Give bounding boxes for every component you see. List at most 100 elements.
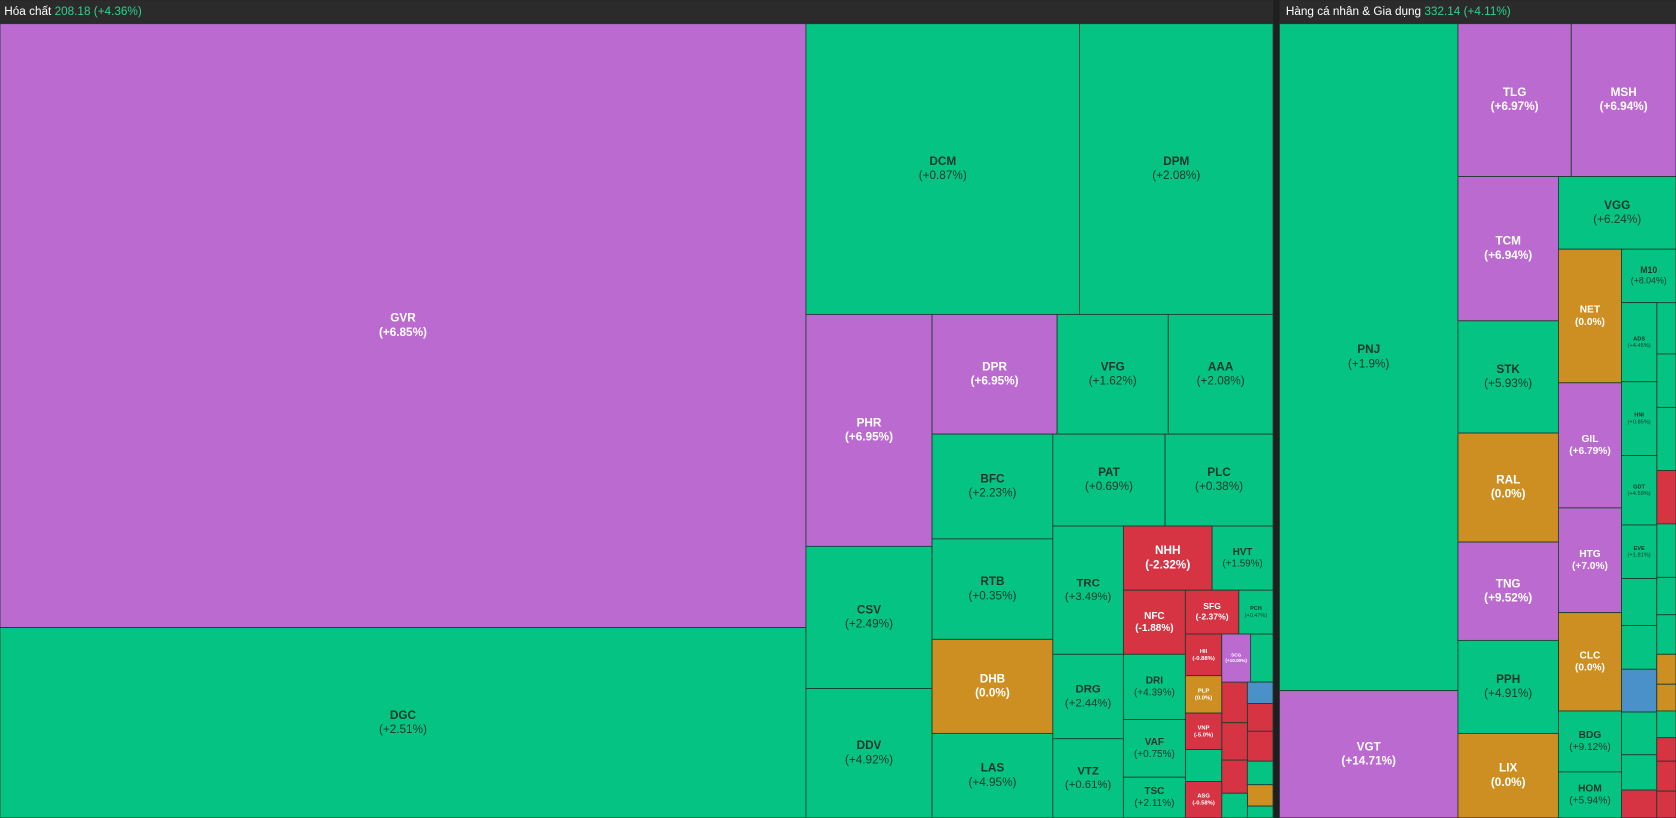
tile — [0, 23, 807, 629]
tile — [1052, 433, 1166, 527]
tile — [1621, 248, 1676, 304]
tile-ticker: LIX — [1499, 762, 1517, 775]
tile-change: (+6.94%) — [1484, 249, 1532, 262]
tile — [1167, 313, 1274, 435]
tile-ticker: VAF — [1145, 737, 1164, 748]
tile-ticker: STK — [1496, 363, 1520, 376]
tile-ticker: HOM — [1578, 783, 1602, 794]
tile — [1656, 614, 1676, 655]
tile-ticker: HTG — [1579, 549, 1601, 560]
tile-ticker: VGT — [1357, 740, 1382, 753]
tile-change: (+4.92%) — [845, 753, 893, 766]
tile — [1246, 681, 1274, 704]
tile-change: (-0.58%) — [1192, 801, 1215, 807]
tile-ticker: SFG — [1203, 601, 1221, 611]
tile — [1122, 719, 1186, 778]
tile — [1246, 703, 1274, 732]
panel-name: Hàng cá nhân & Gia dụng — [1286, 5, 1421, 18]
tile — [1122, 776, 1186, 818]
tile-change: (+7.0%) — [1572, 561, 1608, 572]
tile-change: (+4.95%) — [968, 776, 1016, 789]
tile — [1184, 633, 1223, 677]
tile — [1457, 320, 1559, 434]
tile — [1557, 382, 1622, 509]
tile — [1122, 653, 1186, 720]
tile-change: (+2.51%) — [379, 723, 427, 736]
panel-change: (+4.36%) — [94, 5, 142, 18]
tile-change: (+9.52%) — [1484, 591, 1532, 604]
tile — [1457, 639, 1559, 734]
tile-change: (+0.61%) — [1065, 779, 1112, 791]
tile — [1457, 176, 1559, 322]
tile-ticker: M10 — [1640, 265, 1657, 275]
tile — [931, 538, 1054, 640]
tile-ticker: GIL — [1581, 434, 1598, 445]
tile — [1246, 730, 1274, 762]
tile — [805, 23, 1080, 315]
tile — [1457, 732, 1559, 818]
tile-ticker: DRG — [1075, 684, 1100, 696]
tile-change: (0.0%) — [1575, 663, 1605, 674]
tile — [1621, 455, 1658, 526]
tile-change: (+0.47%) — [1245, 613, 1268, 619]
tile-ticker: DPM — [1163, 155, 1189, 168]
tile — [805, 545, 933, 689]
tile — [931, 433, 1054, 540]
tile-change: (+2.11%) — [1134, 798, 1174, 809]
tile-ticker: NFC — [1144, 611, 1165, 622]
tile — [1211, 525, 1274, 591]
tile-change: (0.0%) — [1491, 776, 1526, 789]
tile-ticker: SCG — [1231, 652, 1241, 657]
tile — [1079, 23, 1274, 315]
tile-ticker: VFG — [1101, 360, 1125, 373]
tile-change: (+14.71%) — [1341, 754, 1396, 767]
panel-change: (+4.11%) — [1464, 5, 1511, 18]
tile-change: (+6.85%) — [379, 326, 427, 339]
tile-ticker: GDT — [1633, 484, 1646, 490]
tile-change: (+6.79%) — [1569, 446, 1611, 457]
tile-ticker: NET — [1580, 305, 1601, 316]
panel-index: 208.18 — [55, 5, 91, 18]
tile — [1238, 589, 1274, 635]
tile-change: (+5.94%) — [1569, 796, 1611, 807]
tile-ticker: PNJ — [1357, 343, 1380, 356]
panel-index: 332.14 — [1424, 5, 1460, 18]
tile — [1656, 653, 1676, 685]
tile — [1656, 302, 1676, 355]
tile-ticker: CLC — [1580, 650, 1602, 661]
tile — [931, 732, 1054, 818]
tile — [1052, 738, 1124, 818]
tile — [1621, 625, 1658, 670]
panel-name: Hóa chất — [4, 5, 52, 18]
tile — [1656, 760, 1676, 792]
tile-ticker: RTB — [980, 575, 1004, 588]
tile — [1246, 760, 1274, 786]
tile — [1557, 771, 1622, 818]
tile — [1656, 353, 1676, 408]
tile-ticker: DGC — [390, 709, 417, 722]
panel-header — [1279, 0, 1676, 24]
tile — [1221, 792, 1248, 818]
tile-ticker: MSH — [1611, 86, 1637, 99]
tile-change: (+8.04%) — [1631, 276, 1667, 286]
tile-change: (+4.59%) — [1628, 491, 1651, 497]
tile-ticker: BDG — [1579, 730, 1602, 741]
tile-ticker: VNP — [1198, 725, 1210, 731]
tile-ticker: PLC — [1207, 466, 1231, 479]
tile-change: (+0.35%) — [968, 589, 1016, 602]
tile-change: (0.0%) — [1575, 317, 1605, 328]
tile — [1656, 710, 1676, 739]
tile-change: (-5.0%) — [1194, 732, 1213, 738]
tile-change: (+9.12%) — [1569, 742, 1611, 753]
tile — [805, 313, 933, 547]
tile-change: (+2.23%) — [968, 487, 1016, 500]
tile — [1122, 525, 1213, 591]
tile-change: (+2.44%) — [1065, 697, 1112, 709]
tile-ticker: AAA — [1208, 360, 1234, 373]
tile — [1457, 23, 1572, 177]
tile — [1457, 541, 1559, 641]
tile-change: (+0.85%) — [1628, 420, 1651, 426]
tile — [1621, 711, 1658, 756]
tile — [1557, 507, 1622, 614]
tile — [1184, 749, 1223, 782]
